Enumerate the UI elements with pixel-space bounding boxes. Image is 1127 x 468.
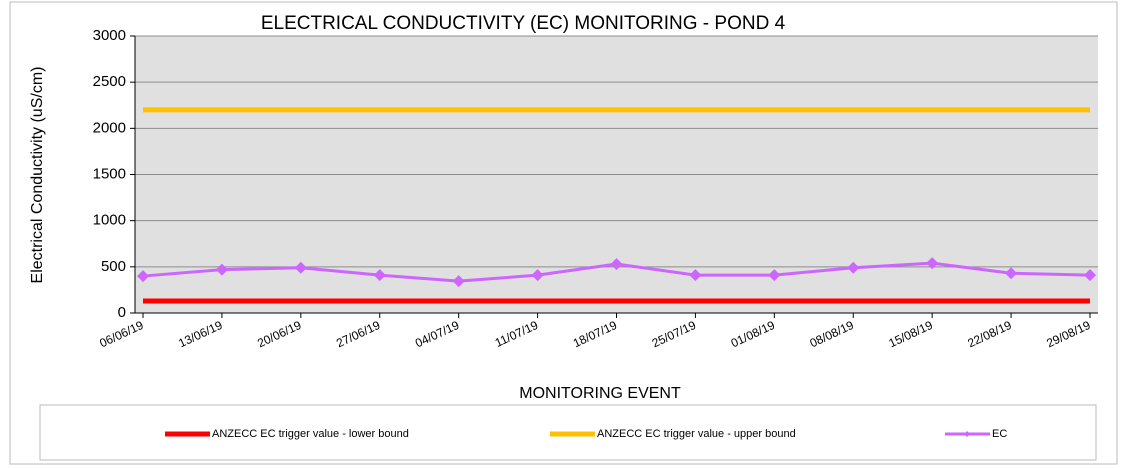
y-axis-title: Electrical Conductivity (uS/cm) — [29, 67, 46, 284]
data-point — [926, 257, 939, 270]
data-point — [373, 269, 386, 282]
legend-label: ANZECC EC trigger value - upper bound — [597, 428, 796, 440]
data-point — [137, 270, 149, 283]
y-tick-label: 2000 — [93, 119, 126, 136]
chart-title: ELECTRICAL CONDUCTIVITY (EC) MONITORING … — [261, 13, 786, 34]
data-point — [768, 269, 781, 282]
data-point — [531, 269, 544, 282]
legend-label: ANZECC EC trigger value - lower bound — [212, 428, 409, 440]
y-tick-label: 2500 — [93, 73, 126, 90]
y-tick-label: 500 — [101, 258, 126, 275]
data-point — [294, 261, 307, 274]
data-point — [689, 269, 702, 282]
data-point — [610, 258, 623, 271]
data-point — [1084, 269, 1096, 282]
y-tick-label: 1000 — [93, 212, 126, 229]
y-tick-label: 3000 — [93, 27, 126, 44]
legend-label: EC — [992, 428, 1007, 440]
data-point — [215, 263, 228, 276]
x-axis-title: MONITORING EVENT — [519, 385, 681, 402]
data-point — [452, 275, 465, 288]
y-tick-label: 1500 — [93, 165, 126, 182]
data-point — [847, 261, 860, 274]
y-tick-label: 0 — [118, 304, 126, 321]
data-point — [1005, 267, 1018, 280]
legend-marker — [964, 431, 970, 437]
